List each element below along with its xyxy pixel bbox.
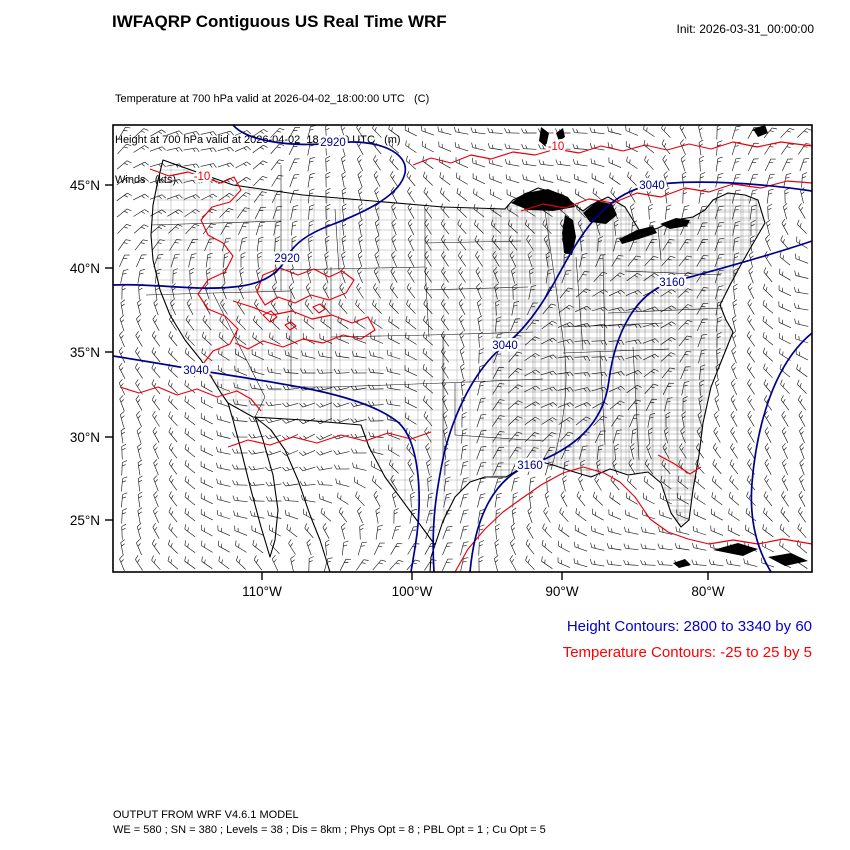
map-frame: [112, 124, 813, 573]
height-contour-label: 2920: [274, 253, 300, 265]
temperature-contours: [119, 141, 812, 572]
x-axis-tick-label: 110°W: [242, 584, 282, 599]
lake-ontario: [660, 218, 690, 229]
page-title: IWFAQRP Contiguous US Real Time WRF: [112, 12, 447, 31]
lake-erie: [619, 226, 657, 244]
height-contour-label: 3040: [639, 180, 665, 192]
y-axis-tick-label: 25°N: [70, 513, 100, 528]
model-output-line: OUTPUT FROM WRF V4.6.1 MODEL: [113, 809, 299, 821]
x-axis-tick-label: 90°W: [545, 584, 578, 599]
height-contour-label: 3160: [517, 460, 543, 472]
cuba-islands: [673, 543, 808, 568]
y-axis-tick-label: 40°N: [70, 261, 100, 276]
model-config-line: WE = 580 ; SN = 380 ; Levels = 38 ; Dis …: [113, 824, 546, 836]
contour-labels-layer: 2920 2920 3040 3160 3040 3040 3160 -10 -10: [181, 135, 688, 475]
lake-michigan: [562, 215, 576, 255]
height-contour-label: 3160: [659, 277, 685, 289]
y-axis-tick-label: 45°N: [70, 178, 100, 193]
y-axis-tick-label: 35°N: [70, 345, 100, 360]
temperature-contour-label: -10: [548, 141, 565, 153]
height-contour-label: 3040: [183, 365, 209, 377]
init-time-label: Init: 2026-03-31_00:00:00: [676, 22, 814, 36]
lake-superior: [511, 189, 575, 211]
temperature-legend-text: Temperature Contours: -25 to 25 by 5: [562, 644, 812, 661]
mexico-baja-coastline: [227, 402, 331, 572]
height-contour-label: 2920: [320, 137, 346, 149]
contour-legend: Height Contours: 2800 to 3340 by 60 Temp…: [563, 614, 812, 666]
us-border-outline: [150, 159, 766, 546]
height-contour-label: 3040: [492, 340, 518, 352]
model-info-block: OUTPUT FROM WRF V4.6.1 MODEL WE = 580 ; …: [113, 808, 546, 838]
map-plot-area: 2920 2920 3040 3160 3040 3040 3160 -10 -10 45°N 4…: [70, 124, 813, 599]
height-legend-text: Height Contours: 2800 to 3340 by 60: [566, 618, 812, 635]
temperature-contour-label: -10: [194, 171, 211, 183]
geography-layer: [145, 125, 808, 572]
x-axis-tick-label: 80°W: [691, 584, 724, 599]
y-axis-tick-label: 30°N: [70, 430, 100, 445]
subtitle-temperature: Temperature at 700 hPa valid at 2026-04-…: [115, 93, 430, 105]
state-boundaries: [145, 165, 724, 471]
x-axis-tick-label: 100°W: [392, 584, 433, 599]
height-contours: [113, 125, 812, 572]
axes-layer: 45°N 40°N 35°N 30°N 25°N 110°W 100°W 90°W 80°W: [70, 178, 725, 599]
